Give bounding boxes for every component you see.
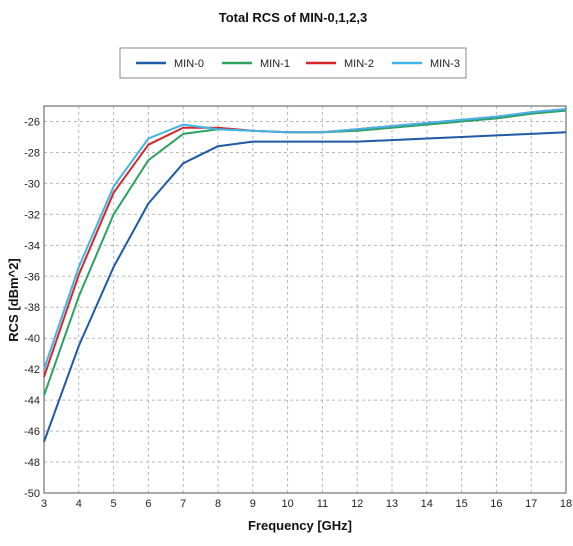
legend-label-min-2: MIN-2 (344, 58, 374, 70)
x-tick-label: 3 (41, 498, 47, 510)
x-tick-label: 9 (250, 498, 256, 510)
x-tick-label: 6 (145, 498, 151, 510)
x-tick-label: 7 (180, 498, 186, 510)
x-tick-label: 8 (215, 498, 221, 510)
y-tick-label: -32 (24, 209, 40, 221)
y-tick-label: -42 (24, 364, 40, 376)
y-tick-label: -48 (24, 457, 40, 469)
chart-title: Total RCS of MIN-0,1,2,3 (219, 10, 368, 25)
legend: MIN-0 MIN-1 MIN-2 MIN-3 (119, 47, 467, 79)
series-line-min-0 (43, 131, 567, 443)
x-tick-label: 5 (111, 498, 117, 510)
y-tick-label: -46 (24, 426, 40, 438)
y-tick-label: -40 (24, 333, 40, 345)
x-tick-label: 17 (525, 498, 537, 510)
x-tick-label: 18 (560, 498, 572, 510)
y-tick-label: -44 (24, 395, 40, 407)
y-tick-label: -30 (24, 178, 40, 190)
y-tick-label: -50 (24, 488, 40, 500)
plot-area: 3 4 5 6 7 8 9 10 11 12 13 14 15 16 17 18 -26 -28 -30 -32 -34… (24, 105, 572, 510)
x-tick-label: 11 (317, 498, 328, 510)
y-tick-label: -36 (24, 271, 40, 283)
x-tick-label: 12 (351, 498, 363, 510)
x-tick-label: 14 (421, 498, 433, 510)
legend-label-min-0: MIN-0 (174, 58, 204, 70)
x-tick-label: 13 (386, 498, 398, 510)
x-tick-label: 15 (455, 498, 467, 510)
x-axis-label: Frequency [GHz] (248, 518, 352, 533)
y-tick-label: -38 (24, 302, 40, 314)
x-tick-label: 10 (281, 498, 293, 510)
legend-label-min-3: MIN-3 (430, 58, 460, 70)
series-line-min-2 (43, 108, 567, 378)
series-line-min-3 (43, 108, 567, 370)
x-tick-label: 4 (76, 498, 82, 510)
y-axis-label: RCS [dBm^2] (6, 258, 21, 341)
legend-label-min-1: MIN-1 (260, 58, 290, 70)
y-tick-label: -26 (24, 116, 40, 128)
x-tick-label: 16 (490, 498, 502, 510)
plot-frame (43, 105, 567, 494)
y-tick-label: -28 (24, 147, 40, 159)
y-tick-label: -34 (24, 240, 40, 252)
